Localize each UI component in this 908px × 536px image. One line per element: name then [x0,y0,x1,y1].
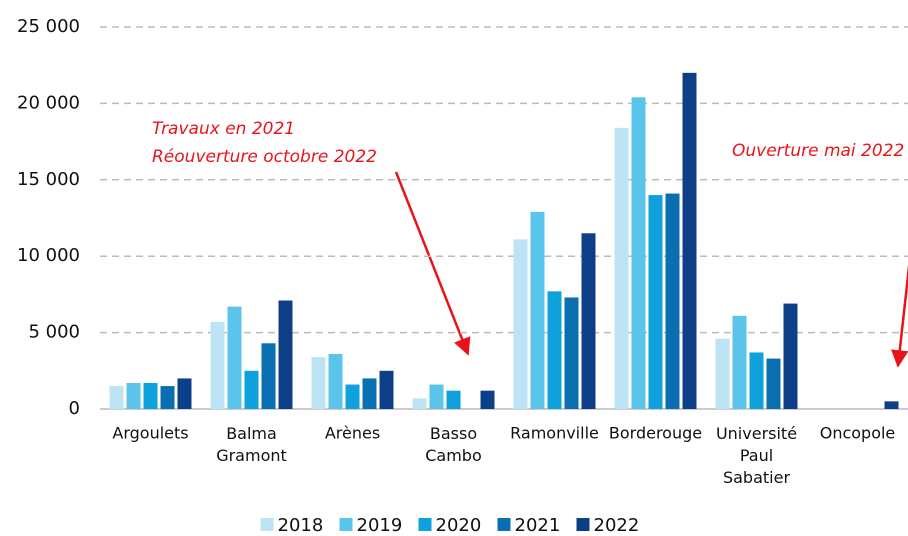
legend-swatch [497,518,511,531]
bar [446,390,461,409]
legend-label: 2018 [278,515,324,536]
bar [480,390,495,409]
legend-label: 2020 [436,515,482,536]
annotation: Ouverture mai 2022 [732,141,904,161]
bar [379,370,394,409]
bar [126,383,141,409]
bar [345,384,360,409]
x-tick-label: Ramonville [510,424,599,443]
y-tick-label: 5 000 [28,322,80,343]
y-tick-label: 25 000 [17,16,80,37]
bar [749,352,764,409]
bar [412,398,427,409]
x-tick-label: Basso Cambo [425,424,482,465]
legend-label: 2019 [357,515,403,536]
y-tick-label: 0 [69,398,80,419]
bar [177,378,192,409]
bar [513,239,528,409]
bar [328,353,343,409]
y-tick-label: 15 000 [17,169,80,190]
bar [160,386,175,409]
bar [766,358,781,409]
bar [261,343,276,409]
bar [547,291,562,409]
bar [732,315,747,409]
bar [530,211,545,409]
bar [210,321,225,409]
arrow [394,171,471,356]
bar [362,378,377,409]
y-tick-label: 10 000 [17,245,80,266]
legend-label: 2022 [594,515,640,536]
x-tick-label: Argoulets [112,424,188,443]
bar [278,300,293,409]
bar [783,303,798,409]
x-tick-label: Arènes [325,424,380,443]
bar [884,401,899,409]
legend-swatch [576,518,590,531]
bar [665,193,680,409]
bar [564,297,579,409]
x-tick-label: Oncopole [820,424,896,443]
bar [614,127,629,410]
x-tick-label: Balma Gramont [216,424,287,465]
y-tick-label: 20 000 [17,92,80,113]
bar [227,306,242,409]
arrow [891,264,908,368]
bar [682,72,697,409]
annotation: Travaux en 2021 [152,119,295,139]
bar [648,195,663,409]
bar [244,370,259,409]
bar [631,97,646,410]
legend-swatch [260,518,274,531]
legend-swatch [418,518,432,531]
bar [581,233,596,409]
x-tick-label: Borderouge [609,424,702,443]
x-tick-label: Université Paul Sabatier [716,424,797,487]
bar [143,383,158,409]
annotation: Réouverture octobre 2022 [152,147,377,167]
legend-swatch [339,518,353,531]
bar [715,338,730,409]
bar [311,357,326,409]
bar [109,386,124,409]
legend-label: 2021 [515,515,561,536]
bar [429,384,444,409]
